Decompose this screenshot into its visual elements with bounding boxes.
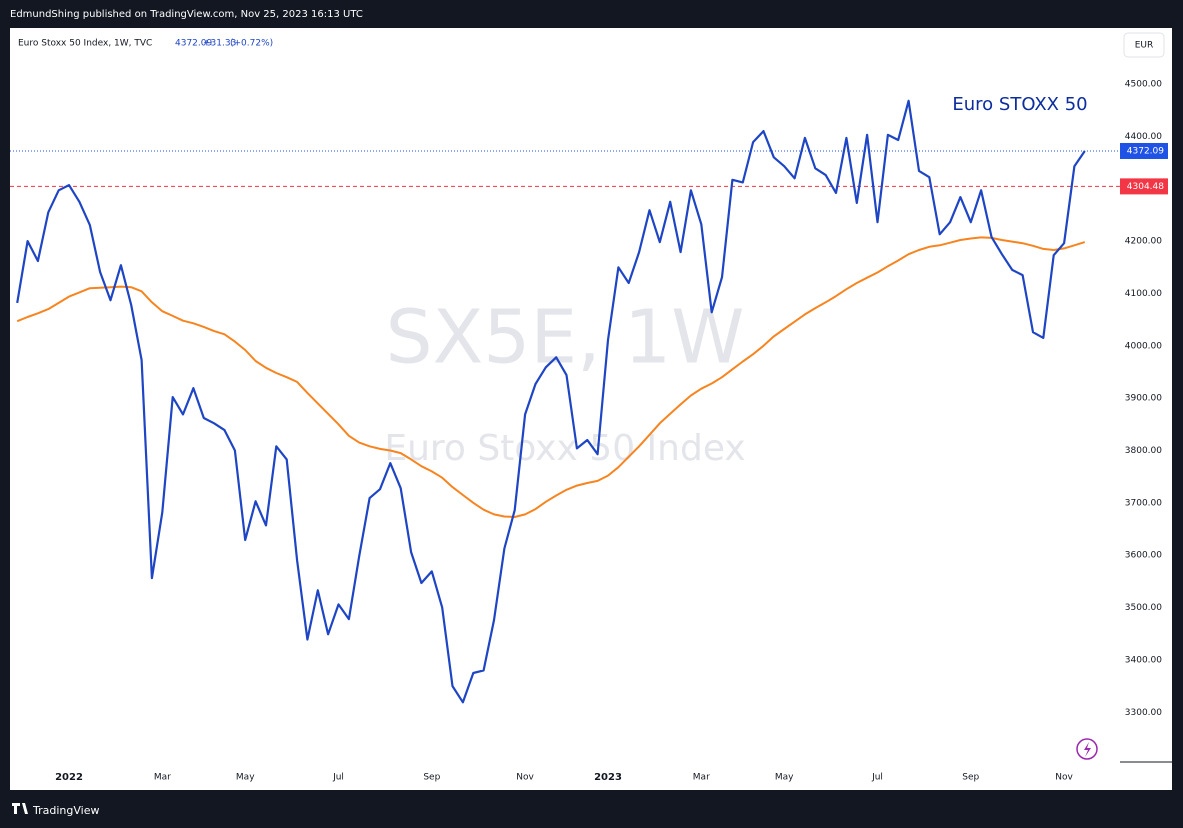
legend-symbol: Euro Stoxx 50 Index, 1W, TVC <box>18 39 152 49</box>
level-label-box <box>1120 178 1168 195</box>
y-tick-label: 3700.00 <box>1125 498 1162 508</box>
price-line <box>16 99 1086 704</box>
legend-change-pct: (+0.72%) <box>230 39 273 49</box>
price-line <box>16 236 1086 518</box>
x-tick-label: May <box>775 773 794 783</box>
currency[interactable]: EUR <box>1135 41 1154 51</box>
y-tick-label: 3500.00 <box>1125 603 1162 613</box>
annotation: Euro STOXX 50 <box>952 94 1087 115</box>
y-tick-label: 3400.00 <box>1125 655 1162 665</box>
x-tick-label: Sep <box>962 773 979 783</box>
last-price-box <box>1120 142 1168 159</box>
y-tick-label: 3300.00 <box>1125 708 1162 718</box>
logo-mark <box>12 803 28 814</box>
publish-note: EdmundShing published on TradingView.com… <box>10 9 363 20</box>
lightning-bolt <box>1084 742 1091 757</box>
x-tick-label: 2022 <box>55 772 83 783</box>
currency-button[interactable] <box>1123 32 1165 58</box>
x-tick-label: Jul <box>332 773 344 783</box>
y-tick-label: 3800.00 <box>1125 446 1162 456</box>
y-tick-label: 3900.00 <box>1125 394 1162 404</box>
x-tick-label: Jul <box>871 773 883 783</box>
plot <box>10 99 1120 704</box>
x-tick-label: Sep <box>423 773 440 783</box>
watermark-symbol: SX5E, 1W <box>386 295 745 381</box>
lightning-icon[interactable] <box>1076 738 1098 760</box>
x-tick-label: Nov <box>516 773 534 783</box>
level-label: 4304.48 <box>1127 182 1164 192</box>
legend-change: +31.33 <box>203 39 236 49</box>
x-tick-label: Nov <box>1055 773 1073 783</box>
watermark-name: Euro Stoxx 50 Index <box>384 428 745 469</box>
brand: TradingView <box>32 804 99 817</box>
last-price-label: 4372.09 <box>1127 146 1164 156</box>
y-tick-label: 4100.00 <box>1125 289 1162 299</box>
y-tick-label: 4400.00 <box>1125 132 1162 142</box>
x-tick-label: 2023 <box>594 772 622 783</box>
y-tick-label: 4000.00 <box>1125 341 1162 351</box>
legend-price: 4372.09 <box>175 39 212 49</box>
x-tick-label: May <box>236 773 255 783</box>
y-tick-label: 3600.00 <box>1125 551 1162 561</box>
chart-area <box>10 28 1172 790</box>
x-tick-label: Mar <box>154 773 171 783</box>
x-tick-label: Mar <box>693 773 710 783</box>
y-tick-label: 4500.00 <box>1125 80 1162 90</box>
y-tick-label: 4200.00 <box>1125 237 1162 247</box>
